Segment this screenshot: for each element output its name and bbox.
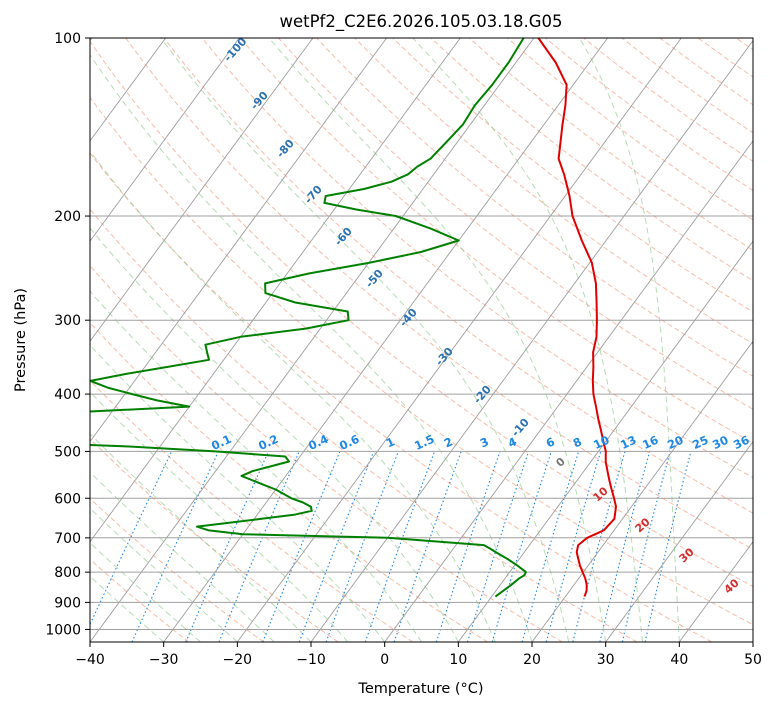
dry-adiabat <box>125 38 753 550</box>
dewpoint-profile-line <box>90 38 527 598</box>
moist-adiabat <box>90 227 459 642</box>
y-tick-label: 300 <box>54 313 81 329</box>
isotherm-line <box>90 38 387 443</box>
y-tick-label: 800 <box>54 565 81 581</box>
y-tick-label: 100 <box>54 31 81 47</box>
x-tick-label: −20 <box>223 652 253 668</box>
x-tick-label: 20 <box>523 652 541 668</box>
dry-adiabat <box>278 38 753 410</box>
moist-adiabat <box>90 290 422 642</box>
mixing-ratio-label: 16 <box>640 433 660 452</box>
moist-adiabat <box>412 38 643 642</box>
isotherm-line <box>163 38 608 642</box>
y-tick-label: 700 <box>54 531 81 547</box>
isotherm-line <box>90 38 535 642</box>
moist-adiabat <box>90 150 496 642</box>
isotherm-line <box>457 240 753 642</box>
mixing-ratio-label: 20 <box>665 433 685 452</box>
plot-frame <box>89 37 754 643</box>
isotherm-line <box>384 140 753 642</box>
y-tick-label: 1000 <box>45 622 81 638</box>
mixing-ratio-label: 25 <box>690 433 710 452</box>
dry-adiabat <box>163 38 753 514</box>
y-tick-label: 400 <box>54 387 81 403</box>
mixing-ratio-label: 36 <box>731 433 751 452</box>
mixing-ratio-line <box>466 451 530 642</box>
dry-adiabat <box>90 96 753 626</box>
mixing-ratio-line <box>545 451 602 642</box>
x-tick-label: 30 <box>597 652 615 668</box>
isotherm-line <box>90 38 314 343</box>
mixing-ratio-line <box>325 451 399 642</box>
x-tick-label: −30 <box>149 652 179 668</box>
y-tick-label: 500 <box>54 444 81 460</box>
mixing-ratio-line <box>298 451 375 642</box>
moist-adiabat <box>268 38 607 642</box>
mixing-ratio-line <box>218 451 300 642</box>
x-tick-label: 40 <box>670 652 688 668</box>
moist-adiabat <box>578 38 680 642</box>
isotherm-line <box>531 340 753 642</box>
dry-adiabat <box>90 264 563 642</box>
y-axis-ticks: 100 200 300 400 500 600 700 800 900 1000 <box>45 31 90 638</box>
y-axis-label: Pressure (hPa) <box>13 288 29 392</box>
mixing-ratio-line <box>185 451 270 642</box>
profile-series <box>90 38 617 598</box>
mixing-ratio-label: 30 <box>710 433 730 452</box>
x-axis-label: Temperature (°C) <box>357 681 483 697</box>
isotherm-line <box>605 440 753 642</box>
mixing-ratio-line <box>599 451 651 642</box>
temperature-profile-line <box>537 38 617 597</box>
grid <box>90 38 753 642</box>
moist-adiabat <box>90 344 386 642</box>
mixing-ratio-label: 10 <box>591 433 611 452</box>
x-tick-label: 50 <box>744 652 762 668</box>
isotherm-line <box>90 38 240 242</box>
chart-title: wetPf2_C2E6.2026.105.03.18.G05 <box>279 12 562 32</box>
isotherm-line <box>90 38 166 142</box>
x-tick-label: −10 <box>296 652 326 668</box>
mixing-ratio-line <box>435 451 501 642</box>
mixing-ratio-label: 13 <box>618 433 638 452</box>
y-tick-label: 900 <box>54 595 81 611</box>
isotherm-line <box>310 39 753 642</box>
x-tick-label: 10 <box>449 652 467 668</box>
moist-adiabat <box>90 54 533 642</box>
x-tick-label: −40 <box>75 652 105 668</box>
dry-adiabat <box>90 558 190 642</box>
x-axis-ticks: −40 −30 −20 −10 0 10 20 30 40 50 <box>75 642 762 668</box>
mixing-ratio-line <box>262 451 341 642</box>
mixing-ratio-line <box>364 451 436 642</box>
mixing-ratio-line <box>521 451 580 642</box>
y-tick-label: 200 <box>54 209 81 225</box>
mixing-ratio-line <box>621 451 671 642</box>
dry-adiabat <box>90 152 712 642</box>
dry-adiabat <box>90 208 638 642</box>
dry-adiabat <box>90 40 753 588</box>
y-tick-label: 600 <box>54 491 81 507</box>
isotherm-line <box>236 38 682 642</box>
moist-adiabat <box>90 391 349 642</box>
moist-adiabat <box>160 38 570 642</box>
dry-adiabat <box>201 38 753 479</box>
x-tick-label: 0 <box>380 652 389 668</box>
dry-adiabat <box>316 38 753 377</box>
